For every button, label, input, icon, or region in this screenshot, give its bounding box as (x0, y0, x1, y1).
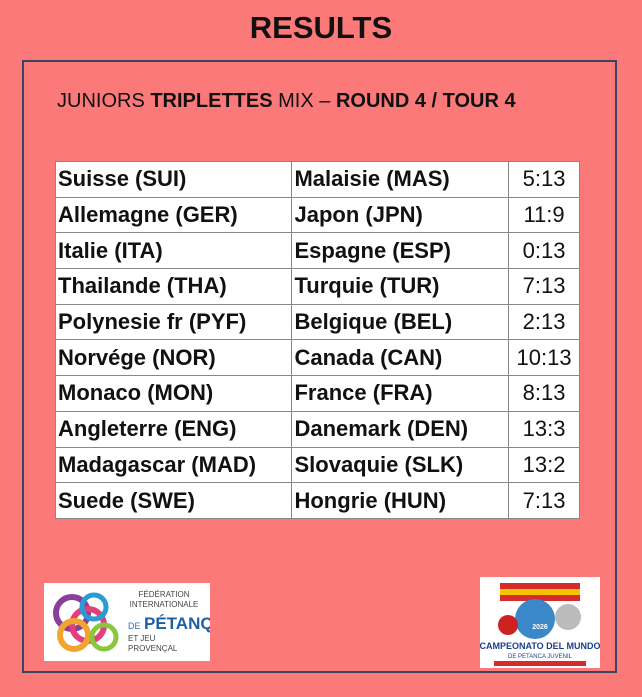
title: RESULTS (249, 10, 393, 45)
table-row: Polynesie fr (PYF) Belgique (BEL) 2:13 (54, 303, 580, 341)
table-row: Suede (SWE) Hongrie (HUN) 7:13 (54, 482, 580, 519)
logo-text: ET JEU (128, 634, 156, 643)
score-cell: 13:2 (508, 446, 580, 484)
table-row: Madagascar (MAD) Slovaquie (SLK) 13:2 (54, 446, 580, 484)
team-cell: Canada (CAN) (291, 339, 510, 377)
score-cell: 10:13 (508, 339, 580, 377)
score-cell: 7:13 (508, 268, 580, 305)
table-row: Thailande (THA) Turquie (TUR) 7:13 (54, 268, 580, 305)
subtitle-part: JUNIORS (57, 90, 151, 112)
logo-text: FÉDÉRATION (139, 590, 190, 599)
team-cell: Suede (SWE) (54, 482, 293, 519)
subtitle-part: MIX – (272, 90, 336, 112)
logo-text: DE (128, 621, 141, 631)
table-row: Angleterre (ENG) Danemark (DEN) 13:3 (54, 410, 580, 448)
subtitle-part: ROUND 4 / TOUR 4 (335, 90, 516, 112)
score-cell: 2:13 (508, 303, 580, 341)
table-row: Suisse (SUI) Malaisie (MAS) 5:13 (54, 161, 580, 198)
logo-text: PROVENÇAL (128, 644, 178, 653)
fipjp-logo: FÉDÉRATION INTERNATIONALE DE PÉTANQUE ET… (44, 583, 210, 661)
team-cell: Italie (ITA) (54, 232, 293, 270)
team-cell: Madagascar (MAD) (54, 446, 293, 484)
logo-text: CAMPEONATO DEL MUNDO (480, 641, 600, 651)
score-cell: 11:9 (508, 196, 580, 234)
subtitle: JUNIORS TRIPLETTES MIX – ROUND 4 / TOUR … (57, 90, 516, 113)
team-cell: Belgique (BEL) (291, 303, 510, 341)
team-cell: Angleterre (ENG) (54, 410, 293, 448)
score-cell: 7:13 (508, 482, 580, 519)
team-cell: Thailande (THA) (54, 268, 293, 305)
team-cell: Malaisie (MAS) (291, 161, 510, 198)
logo-text: DE PETANCA JUVENIL (508, 654, 573, 660)
logo-text: 2026 (532, 624, 548, 631)
team-cell: Allemagne (GER) (54, 196, 293, 234)
team-cell: Suisse (SUI) (54, 161, 293, 198)
team-cell: Monaco (MON) (54, 375, 293, 412)
team-cell: Japon (JPN) (291, 196, 510, 234)
logo-text: INTERNATIONALE (130, 600, 199, 609)
team-cell: France (FRA) (291, 375, 510, 412)
score-cell: 13:3 (508, 410, 580, 448)
team-cell: Danemark (DEN) (291, 410, 510, 448)
logo-text: PÉTANQUE (144, 614, 210, 633)
table-row: Allemagne (GER) Japon (JPN) 11:9 (54, 196, 580, 234)
team-cell: Slovaquie (SLK) (291, 446, 510, 484)
table-row: Italie (ITA) Espagne (ESP) 0:13 (54, 232, 580, 270)
team-cell: Hongrie (HUN) (291, 482, 510, 519)
team-cell: Espagne (ESP) (291, 232, 510, 270)
team-cell: Polynesie fr (PYF) (54, 303, 293, 341)
table-row: Monaco (MON) France (FRA) 8:13 (54, 375, 580, 412)
score-cell: 8:13 (508, 375, 580, 412)
frame (22, 60, 617, 673)
campeonato-logo: 2026 CAMPEONATO DEL MUNDO DE PETANCA JUV… (480, 577, 600, 668)
team-cell: Norvége (NOR) (54, 339, 293, 377)
score-cell: 0:13 (508, 232, 580, 270)
score-cell: 5:13 (508, 161, 580, 198)
subtitle-part: TRIPLETTES (150, 90, 273, 112)
results-table: Suisse (SUI) Malaisie (MAS) 5:13 Allemagne … (54, 161, 580, 519)
team-cell: Turquie (TUR) (291, 268, 510, 305)
table-row: Norvége (NOR) Canada (CAN) 10:13 (54, 339, 580, 377)
